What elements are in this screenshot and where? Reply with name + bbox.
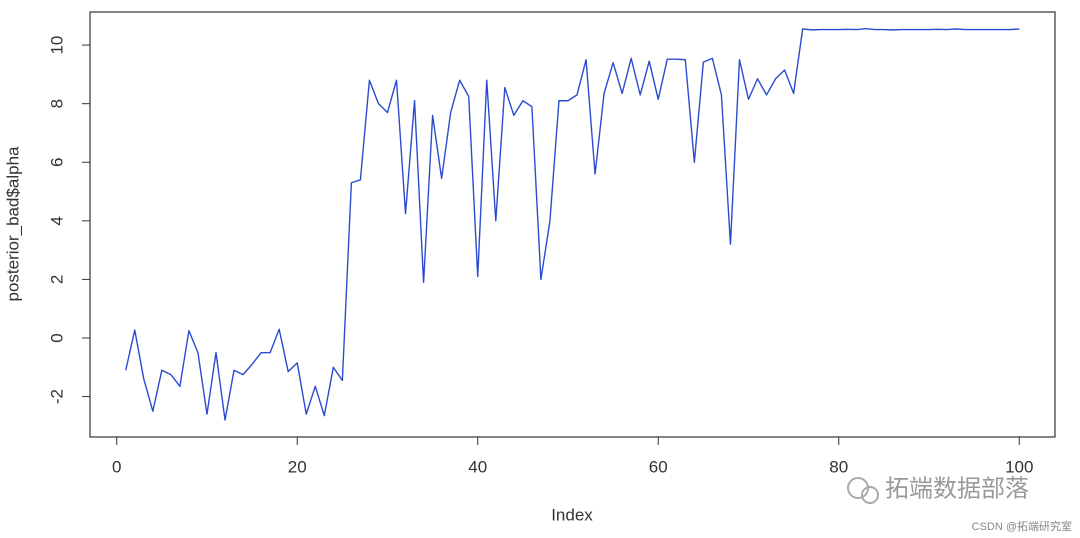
data-line [125,28,1020,421]
y-tick-label: 10 [47,36,66,55]
x-tick-label: 40 [468,457,487,476]
x-tick-label: 100 [1005,457,1033,476]
x-tick-label: 80 [829,457,848,476]
y-tick-label: 2 [47,275,66,284]
y-tick-label: 4 [47,216,66,225]
watermark-source: CSDN @拓端研究室 [972,519,1072,533]
y-tick-label: 6 [47,158,66,167]
y-tick-label: -2 [47,389,66,404]
watermark: 拓端数据部落 [885,475,1029,502]
watermark-logo [847,477,879,504]
x-axis-label: Index [551,505,593,524]
x-tick-label: 60 [649,457,668,476]
y-tick-label: 8 [47,99,66,108]
x-tick-label: 20 [288,457,307,476]
y-axis-label: posterior_bad$alpha [3,146,22,302]
plot-box [89,11,1056,438]
x-tick-label: 0 [112,457,121,476]
y-tick-label: 0 [47,333,66,342]
